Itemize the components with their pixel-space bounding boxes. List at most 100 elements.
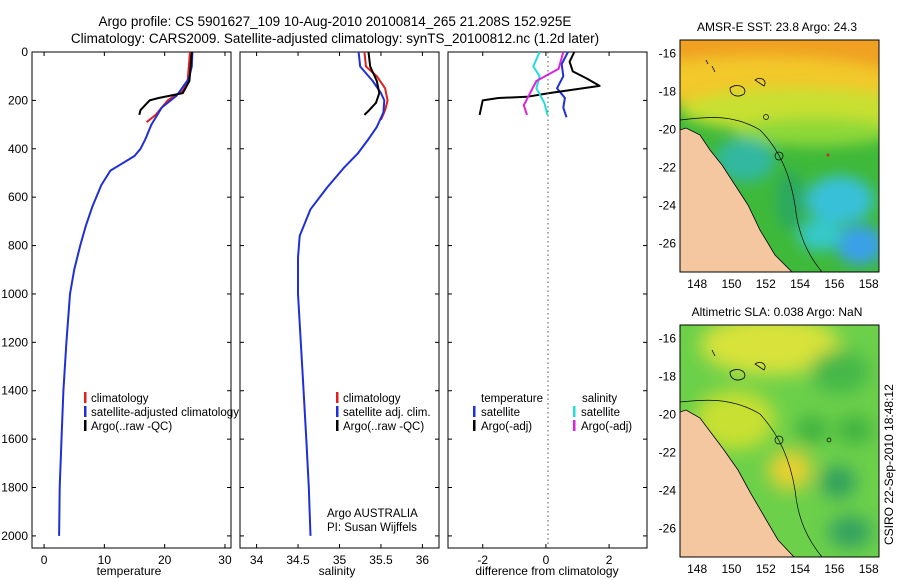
map-x-tick-label: 156 — [824, 277, 844, 291]
credit-text: CSIRO 22-Sep-2010 18:48:12 — [882, 384, 896, 545]
salinity-xlabel: salinity — [319, 564, 356, 578]
map-y-tick-label: -20 — [659, 407, 677, 421]
y-tick-label: 2000 — [1, 529, 28, 543]
map-x-tick-label: 158 — [859, 277, 879, 291]
map-x-tick-label: 148 — [687, 277, 707, 291]
temperature-legend: climatology satellite-adjusted climatolo… — [84, 392, 239, 433]
x-tick-label: 2 — [606, 553, 613, 567]
temperature-axes — [31, 51, 232, 549]
legend-swatch-temp-argo — [473, 420, 476, 431]
x-tick-label: 34.5 — [286, 553, 310, 567]
map-x-tick-label: 158 — [859, 562, 879, 576]
temperature-xlabel: temperature — [97, 564, 162, 578]
legend-swatch-climatology — [336, 392, 339, 403]
sst-map — [680, 40, 879, 272]
y-tick-label: 800 — [8, 239, 28, 253]
temperature-series-climatology — [145, 51, 191, 123]
reef-contour — [680, 399, 823, 557]
difference-series-temperature-argo-adj — [478, 51, 601, 116]
legend-swatch-satellite — [336, 406, 339, 417]
legend-swatch-sal-argo — [573, 420, 576, 431]
difference-series-salinity-argo-adj — [522, 51, 565, 116]
map-y-tick-label: -18 — [659, 84, 677, 98]
x-tick-label: 0 — [41, 553, 48, 567]
map-y-tick-label: -26 — [659, 236, 677, 250]
reef-contour — [680, 117, 823, 272]
x-tick-label: 36 — [416, 553, 430, 567]
y-tick-label: 1800 — [1, 481, 28, 495]
map-y-tick-label: -26 — [659, 521, 677, 535]
x-tick-label: 0 — [543, 553, 550, 567]
legend-label-sal-argo: Argo(-adj) — [581, 421, 632, 433]
legend-title-salinity: salinity — [582, 393, 617, 405]
legend-swatch-argo — [336, 420, 339, 431]
title-line-2: Climatology: CARS2009. Satellite-adjuste… — [71, 31, 599, 46]
difference-legend: temperature salinity satellite Argo(-adj… — [473, 393, 632, 433]
map-x-tick-label: 152 — [756, 277, 776, 291]
map-x-tick-label: 152 — [756, 562, 776, 576]
salinity-footer-2: PI: Susan Wijffels — [327, 522, 417, 534]
y-tick-label: 400 — [8, 142, 28, 156]
map-y-tick-label: -18 — [659, 369, 677, 383]
y-tick-label: 600 — [8, 190, 28, 204]
map-y-tick-label: -20 — [659, 122, 677, 136]
legend-swatch-climatology — [84, 392, 87, 403]
map-x-tick-label: 150 — [721, 277, 741, 291]
difference-series-salinity-satellite — [532, 51, 549, 116]
sla-map-frame — [679, 324, 880, 558]
land — [680, 127, 793, 272]
legend-label-satellite: satellite adj. clim. — [343, 407, 431, 419]
y-tick-label: 0 — [21, 45, 28, 59]
map-y-tick-label: -24 — [659, 483, 677, 497]
temperature-series-satellite-adjusted-climatology — [58, 51, 194, 536]
legend-label-argo: Argo(..raw -QC) — [343, 421, 424, 433]
map-y-tick-label: -16 — [659, 331, 677, 345]
sst-map-title: AMSR-E SST: 23.8 Argo: 24.3 — [697, 20, 857, 34]
x-tick-label: 35 — [333, 553, 347, 567]
x-tick-label: 10 — [98, 553, 112, 567]
salinity-legend: climatology satellite adj. clim. Argo(..… — [336, 392, 431, 433]
y-tick-label: 1200 — [1, 335, 28, 349]
legend-label-satellite: satellite-adjusted climatology — [91, 407, 239, 419]
legend-label-temp-satellite: satellite — [481, 407, 520, 419]
salinity-series-satellite-adj-clim — [297, 51, 386, 536]
map-x-tick-label: 154 — [790, 562, 810, 576]
title-line-1: Argo profile: CS 5901627_109 10-Aug-2010… — [99, 14, 572, 29]
legend-title-temperature: temperature — [481, 393, 543, 405]
x-tick-label: 30 — [218, 553, 232, 567]
map-x-tick-label: 150 — [721, 562, 741, 576]
map-y-tick-label: -24 — [659, 198, 677, 212]
map-y-tick-label: -22 — [659, 160, 677, 174]
axis-ticks: 0 10 20 30020040060080010001200140016001800… — [1, 45, 879, 576]
legend-swatch-temp-satellite — [473, 406, 476, 417]
difference-series-temperature-satellite — [556, 51, 569, 118]
x-tick-label: 35.5 — [369, 553, 393, 567]
x-tick-label: 34 — [250, 553, 264, 567]
legend-swatch-argo — [84, 420, 87, 431]
legend-label-temp-argo: Argo(-adj) — [481, 421, 532, 433]
map-x-tick-label: 154 — [790, 277, 810, 291]
map-x-tick-label: 148 — [687, 562, 707, 576]
y-tick-label: 200 — [8, 93, 28, 107]
legend-swatch-sal-satellite — [573, 406, 576, 417]
salinity-axes — [239, 51, 440, 549]
map-y-tick-label: -22 — [659, 445, 677, 459]
legend-label-sal-satellite: satellite — [581, 407, 620, 419]
y-tick-label: 1400 — [1, 384, 28, 398]
salinity-series-argo-raw-qc — [363, 51, 381, 116]
y-tick-label: 1000 — [1, 287, 28, 301]
map-y-tick-label: -16 — [659, 46, 677, 60]
profile-lines — [58, 51, 601, 536]
land — [680, 409, 795, 557]
sst-map-frame — [679, 39, 880, 273]
legend-label-climatology: climatology — [343, 393, 401, 405]
salinity-series-climatology — [363, 51, 389, 121]
y-tick-label: 1600 — [1, 432, 28, 446]
legend-swatch-satellite — [84, 406, 87, 417]
legend-label-argo: Argo(..raw -QC) — [91, 421, 172, 433]
x-tick-label: -2 — [477, 553, 488, 567]
salinity-footer-1: Argo AUSTRALIA — [327, 508, 418, 520]
sla-map — [680, 325, 879, 557]
legend-label-climatology: climatology — [91, 393, 149, 405]
